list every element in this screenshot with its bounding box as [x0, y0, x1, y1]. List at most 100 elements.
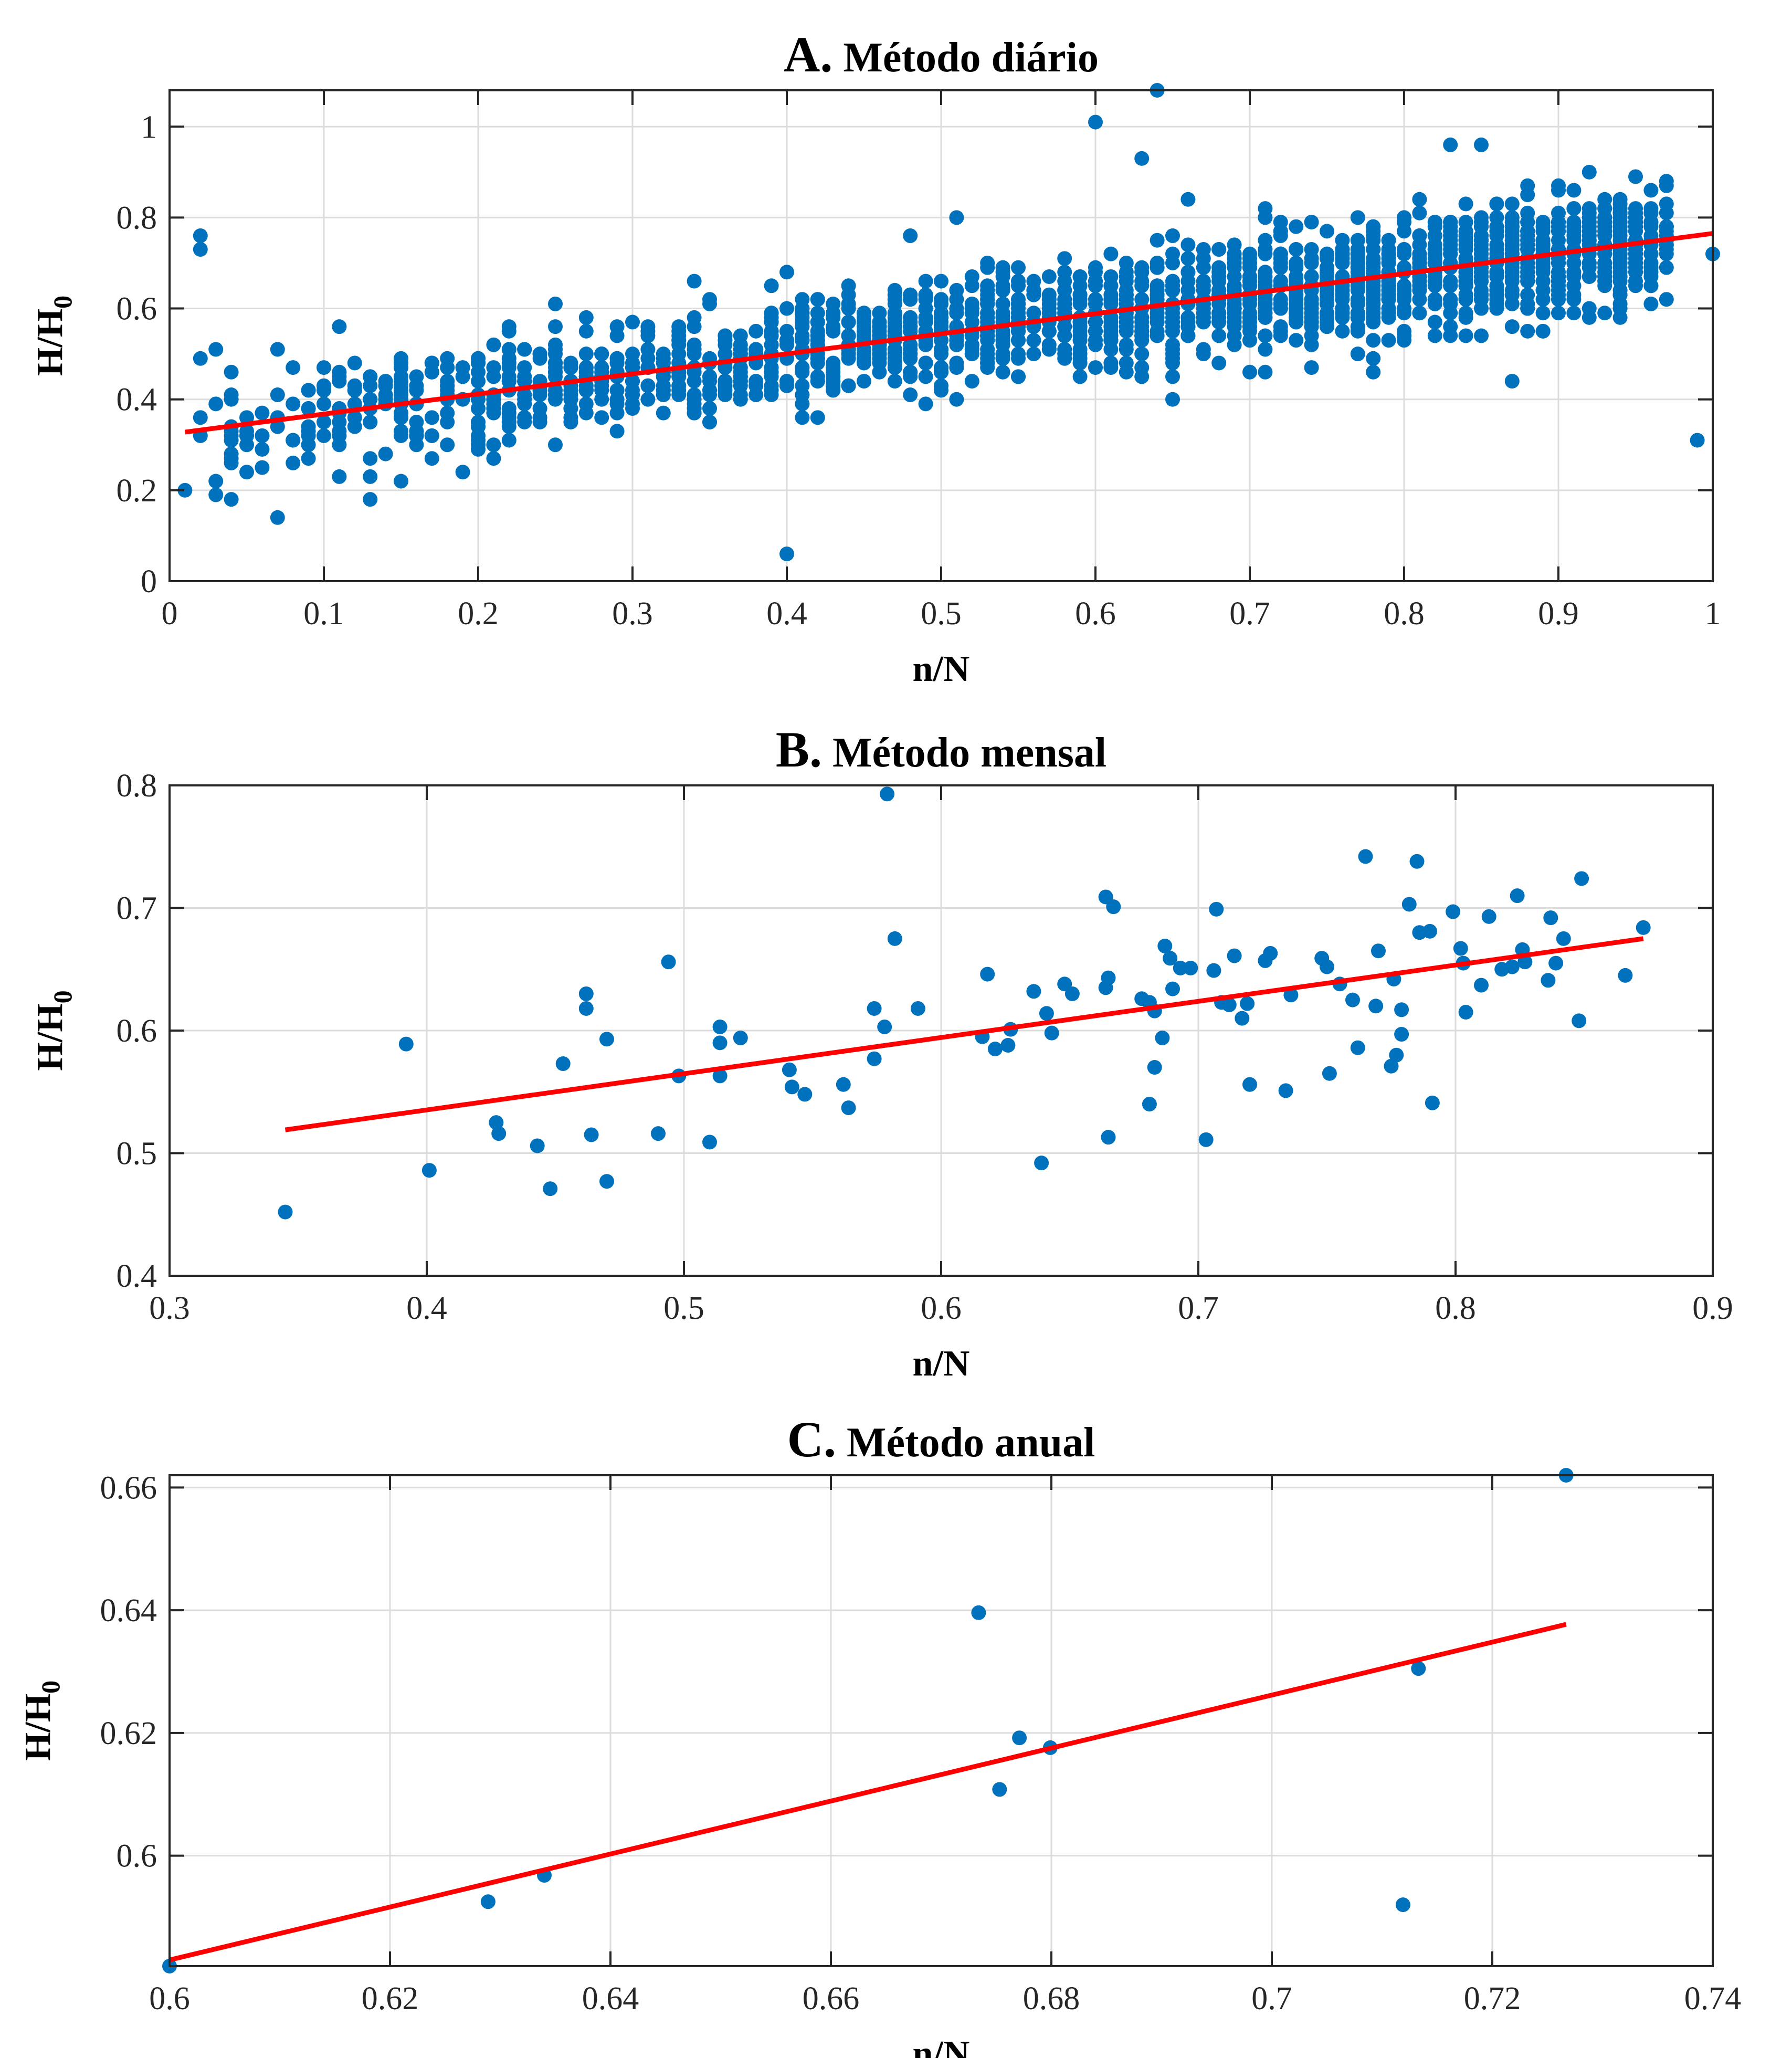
data-point [992, 1782, 1007, 1797]
data-point [1180, 251, 1196, 266]
y-tick-label: 0.8 [117, 200, 157, 236]
data-point [1273, 246, 1288, 261]
data-point [394, 424, 408, 439]
data-point [1088, 360, 1103, 375]
data-point [810, 306, 825, 321]
data-point [1134, 328, 1150, 343]
data-point [995, 364, 1010, 380]
data-point [1211, 355, 1227, 371]
data-point [1289, 219, 1304, 234]
data-point [1446, 904, 1461, 919]
data-point [903, 292, 918, 307]
data-point [1165, 282, 1180, 298]
data-point [1150, 260, 1165, 275]
data-point [1011, 351, 1026, 366]
data-point [1278, 1083, 1293, 1098]
data-point [857, 355, 871, 371]
data-point [1064, 986, 1080, 1001]
data-point [1180, 314, 1196, 330]
data-point [1612, 192, 1628, 207]
data-point [1489, 282, 1504, 298]
data-point [255, 405, 270, 421]
data-point [270, 387, 285, 403]
data-point [599, 1174, 614, 1189]
data-point [599, 1032, 614, 1047]
chart-title: A. Método diário [784, 26, 1099, 82]
x-tick-label: 0.9 [1538, 596, 1579, 632]
data-point [1520, 323, 1535, 339]
data-point [949, 337, 964, 352]
data-point [1397, 306, 1411, 321]
data-point [1443, 292, 1458, 307]
data-point [1165, 255, 1180, 270]
data-point [1273, 292, 1288, 307]
chart-title: C. Método anual [787, 1411, 1095, 1467]
data-point [1227, 296, 1242, 311]
data-point [1643, 246, 1659, 261]
data-point [1389, 1047, 1404, 1063]
data-point [1227, 314, 1242, 330]
data-point [1628, 169, 1643, 184]
data-point [394, 474, 408, 489]
x-tick-label: 0.72 [1464, 1981, 1521, 2017]
data-point [1088, 278, 1103, 293]
data-point [1134, 346, 1150, 362]
y-tick-label: 0.2 [117, 473, 157, 509]
y-tick-label: 1 [141, 109, 157, 145]
data-point [177, 482, 193, 498]
data-point [810, 323, 825, 339]
data-point [1350, 255, 1365, 270]
data-point [424, 410, 439, 425]
data-point [1504, 296, 1520, 311]
data-point [1227, 337, 1242, 352]
data-point [1242, 364, 1257, 380]
data-point [1289, 269, 1304, 284]
data-point [702, 369, 717, 384]
data-point [651, 1126, 666, 1141]
data-point [980, 967, 995, 982]
data-point [1134, 314, 1150, 330]
y-tick-label: 0.4 [117, 382, 157, 418]
data-point [749, 387, 764, 403]
data-point [1258, 364, 1273, 380]
data-point [363, 469, 378, 484]
data-point [1335, 301, 1350, 316]
data-point [1520, 224, 1535, 239]
data-point [517, 374, 532, 389]
data-point [363, 492, 378, 507]
data-point [1101, 970, 1116, 985]
data-point [1289, 333, 1304, 348]
data-point [548, 342, 563, 357]
data-point [347, 378, 362, 393]
data-point [1101, 1130, 1116, 1145]
data-point [1034, 1156, 1049, 1171]
data-point [363, 369, 378, 384]
data-point [1304, 319, 1319, 334]
data-point [1026, 346, 1041, 362]
data-point [887, 355, 902, 371]
data-point [1427, 328, 1442, 343]
x-tick-label: 0.7 [1229, 596, 1270, 632]
data-point [1474, 215, 1489, 230]
data-point [995, 282, 1010, 298]
chart-title-letter: B. [776, 721, 822, 778]
data-point [971, 1605, 986, 1620]
chart-title-text: Método diário [832, 35, 1099, 81]
data-point [1412, 282, 1427, 298]
regression-line [184, 231, 1713, 435]
data-point [1458, 1004, 1473, 1020]
data-point [964, 374, 979, 389]
data-point [826, 383, 841, 398]
axes-box [168, 1474, 1714, 1967]
data-point [1582, 255, 1597, 270]
data-point [1227, 246, 1242, 261]
data-point [1427, 278, 1442, 293]
data-point [903, 228, 918, 244]
data-point [1273, 328, 1288, 343]
data-point [1597, 306, 1612, 321]
data-point [887, 282, 902, 298]
data-point [795, 360, 810, 375]
data-point [1412, 228, 1427, 244]
data-point [239, 465, 254, 480]
x-axis-label: n/N [913, 649, 970, 689]
